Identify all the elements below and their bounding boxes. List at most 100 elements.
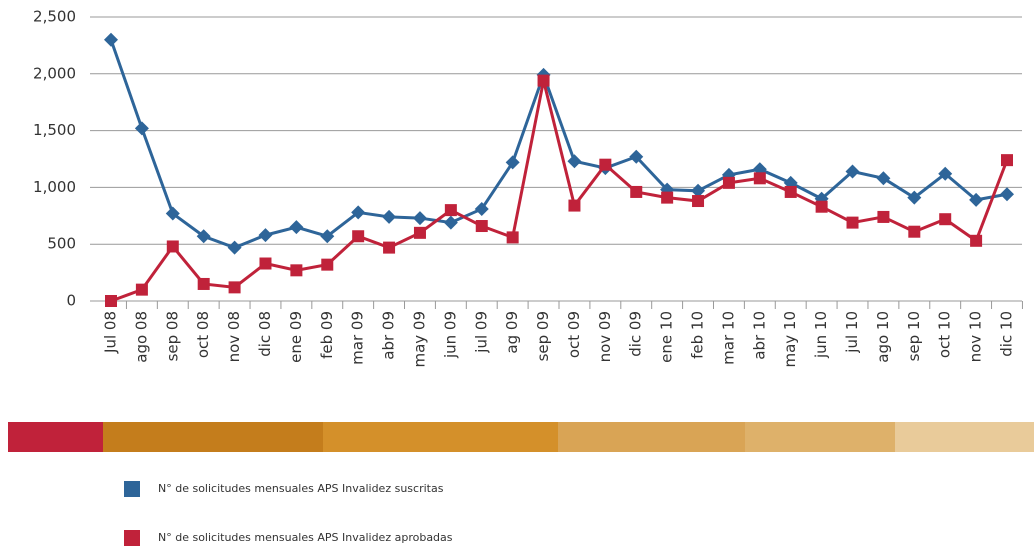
x-tick-label: ene 09: [287, 311, 305, 363]
x-tick-label: ago 08: [132, 311, 150, 363]
legend-swatch: [124, 530, 140, 546]
point: [970, 234, 983, 247]
point: [969, 192, 984, 207]
point: [290, 264, 303, 277]
point: [413, 226, 426, 239]
x-tick-label: sep 10: [905, 311, 923, 361]
point: [630, 185, 643, 198]
band-segment: [323, 422, 558, 452]
x-tick-label: abr 10: [750, 311, 768, 360]
point: [568, 199, 581, 212]
x-tick-label: dic 10: [998, 311, 1016, 357]
x-tick-label: sep 09: [534, 311, 552, 361]
point: [443, 215, 458, 230]
band-segment: [8, 422, 103, 452]
x-tick-label: ago 10: [874, 311, 892, 363]
point: [227, 240, 242, 255]
point: [753, 172, 766, 185]
point: [846, 216, 859, 229]
point: [908, 225, 921, 238]
x-tick-label: jul 10: [843, 311, 861, 354]
point: [352, 230, 365, 243]
x-tick-label: mar 09: [349, 311, 367, 365]
point: [197, 277, 210, 290]
point: [661, 191, 674, 204]
x-tick-label: jul 09: [472, 311, 490, 354]
legend-label: N° de solicitudes mensuales APS Invalide…: [158, 531, 453, 544]
y-tick-label: 500: [47, 235, 76, 253]
point: [692, 195, 705, 208]
y-tick-label: 2,000: [33, 64, 76, 82]
point: [228, 281, 241, 294]
x-tick-label: dic 09: [627, 311, 645, 357]
x-tick-label: ene 10: [658, 311, 676, 363]
point: [166, 240, 179, 253]
x-tick-label: oct 08: [194, 311, 212, 358]
point: [105, 295, 117, 307]
legend-label: N° de solicitudes mensuales APS Invalide…: [158, 482, 444, 495]
point: [382, 209, 397, 224]
point: [383, 241, 396, 254]
band-segment: [103, 422, 323, 452]
point: [104, 32, 118, 47]
band-segment: [745, 422, 895, 452]
x-tick-label: sep 08: [163, 311, 181, 361]
point: [444, 204, 457, 217]
point: [258, 228, 273, 243]
x-tick-label: feb 09: [318, 311, 336, 359]
point: [1001, 154, 1013, 167]
point: [815, 200, 828, 213]
x-tick-label: oct 09: [565, 311, 583, 358]
x-tick-label: Jul 08: [102, 311, 120, 354]
legend-swatch: [124, 481, 140, 497]
point: [845, 164, 860, 179]
x-tick-label: jun 09: [441, 311, 459, 359]
y-tick-label: 0: [66, 292, 76, 310]
x-tick-label: dic 08: [256, 311, 274, 357]
point: [877, 210, 890, 223]
x-tick-label: may 10: [781, 311, 799, 368]
point: [907, 190, 922, 205]
point: [567, 154, 582, 169]
band-segment: [895, 422, 1034, 452]
period-band: [8, 422, 1034, 452]
point: [939, 213, 952, 226]
point: [1000, 187, 1014, 202]
point: [629, 149, 644, 164]
y-tick-label: 1,000: [33, 178, 76, 196]
point: [506, 231, 519, 244]
point: [259, 257, 272, 270]
x-tick-label: oct 10: [936, 311, 954, 358]
point: [475, 220, 488, 233]
point: [505, 155, 520, 170]
point: [351, 205, 366, 220]
point: [691, 183, 706, 198]
point: [938, 166, 953, 181]
x-tick-label: jun 10: [812, 311, 830, 359]
y-tick-label: 1,500: [33, 121, 76, 139]
x-tick-label: nov 08: [225, 311, 243, 362]
point: [412, 211, 427, 226]
point: [537, 74, 550, 87]
point: [784, 185, 797, 198]
point: [196, 229, 211, 244]
point: [135, 283, 148, 296]
x-tick-label: ag 09: [503, 311, 521, 354]
x-tick-label: mar 10: [719, 311, 737, 365]
point: [599, 158, 612, 171]
x-tick-label: abr 09: [380, 311, 398, 360]
point: [876, 171, 891, 186]
x-tick-label: feb 10: [689, 311, 707, 359]
x-tick-label: nov 10: [967, 311, 985, 362]
band-segment: [558, 422, 745, 452]
y-tick-label: 2,500: [33, 8, 76, 26]
point: [165, 206, 180, 221]
point: [320, 229, 335, 244]
x-tick-label: may 09: [410, 311, 428, 368]
point: [722, 176, 735, 189]
x-tick-label: nov 09: [596, 311, 614, 362]
point: [134, 121, 149, 136]
point: [289, 220, 304, 235]
point: [474, 201, 489, 216]
